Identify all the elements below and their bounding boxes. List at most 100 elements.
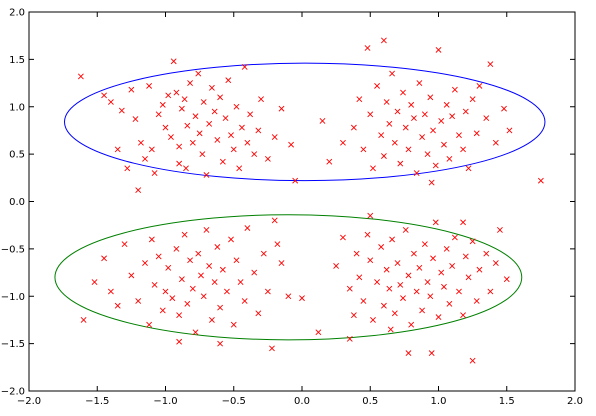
data-point xyxy=(501,105,507,112)
y-tick-label: −0.5 xyxy=(1,244,25,255)
data-point xyxy=(251,269,258,276)
data-point xyxy=(346,335,353,342)
data-point xyxy=(198,272,204,279)
data-point xyxy=(446,155,453,162)
data-point xyxy=(128,86,135,93)
data-point xyxy=(383,99,390,105)
data-point xyxy=(364,231,371,238)
data-point xyxy=(278,260,285,267)
data-point xyxy=(169,295,176,302)
data-point xyxy=(206,263,213,269)
data-point xyxy=(428,350,435,357)
data-point xyxy=(208,317,215,323)
data-point xyxy=(214,244,221,250)
data-point xyxy=(340,234,346,241)
data-point xyxy=(192,113,199,120)
data-point xyxy=(241,298,248,304)
y-tick-label: −1.5 xyxy=(1,339,25,350)
data-point xyxy=(148,236,155,243)
data-point xyxy=(380,37,387,44)
data-point xyxy=(378,132,385,139)
data-point xyxy=(476,82,483,89)
data-point xyxy=(181,231,188,238)
data-point xyxy=(274,241,281,248)
y-tick-label: 0.0 xyxy=(9,197,25,208)
data-point xyxy=(203,227,210,233)
data-point xyxy=(387,326,394,333)
data-point xyxy=(416,80,423,86)
data-point xyxy=(473,130,480,137)
data-point xyxy=(271,134,278,140)
data-point xyxy=(159,101,166,108)
data-point xyxy=(128,272,135,279)
data-point xyxy=(206,120,213,127)
data-point xyxy=(350,312,357,319)
data-point xyxy=(255,127,262,134)
data-point xyxy=(492,260,499,267)
data-point xyxy=(146,82,153,89)
data-point xyxy=(419,134,426,140)
data-point xyxy=(441,283,447,290)
data-point xyxy=(319,118,326,124)
data-point xyxy=(91,279,98,285)
data-point xyxy=(168,134,174,140)
data-point xyxy=(184,122,191,129)
data-point xyxy=(421,111,428,118)
data-point xyxy=(181,96,188,103)
data-point xyxy=(288,141,294,148)
data-point xyxy=(200,99,207,105)
data-point xyxy=(228,236,234,243)
data-point xyxy=(187,80,193,86)
data-point xyxy=(360,146,367,153)
ticks-layer: −2.0 −1.5 −1.0 −0.5 0.0 0.5 1.0 1.5 2.0 2.0 1.5 1.0… xyxy=(1,8,583,408)
y-tick-label: 1.0 xyxy=(9,102,25,113)
data-point xyxy=(233,103,240,110)
data-point xyxy=(449,263,456,269)
data-point xyxy=(462,253,469,260)
data-point xyxy=(80,317,87,323)
data-point xyxy=(114,302,121,309)
data-point xyxy=(413,170,420,176)
data-point xyxy=(228,132,234,139)
data-point xyxy=(230,146,237,153)
data-point xyxy=(217,94,224,101)
data-point xyxy=(162,288,169,295)
data-point xyxy=(346,285,353,292)
data-point xyxy=(408,321,415,328)
data-point xyxy=(497,227,503,233)
y-tick-label: 2.0 xyxy=(9,8,25,19)
data-point xyxy=(142,155,148,162)
data-point xyxy=(260,250,267,257)
y-tick-label: −2.0 xyxy=(1,387,25,398)
data-point xyxy=(456,288,462,295)
data-point xyxy=(151,170,158,176)
data-point xyxy=(173,89,180,96)
data-point xyxy=(299,295,305,302)
x-tick-label: −2.0 xyxy=(17,396,41,407)
data-point xyxy=(241,64,248,70)
data-point xyxy=(435,314,442,321)
data-point xyxy=(400,89,406,96)
data-point xyxy=(203,172,210,178)
data-point xyxy=(380,302,387,309)
data-point xyxy=(211,108,218,115)
data-point xyxy=(374,82,380,89)
data-point xyxy=(178,276,185,283)
data-point xyxy=(446,300,453,307)
data-point xyxy=(315,329,322,336)
ellipses-layer xyxy=(54,62,546,341)
data-point xyxy=(233,257,240,264)
data-point xyxy=(285,293,292,300)
data-point xyxy=(211,279,218,285)
data-point xyxy=(176,312,183,319)
data-point xyxy=(155,253,162,260)
data-point xyxy=(214,136,221,143)
data-point xyxy=(350,124,357,131)
points-layer xyxy=(77,37,544,364)
data-point xyxy=(244,139,251,146)
data-point xyxy=(419,307,426,314)
data-point xyxy=(135,298,142,304)
data-point xyxy=(165,264,172,271)
data-point xyxy=(432,162,439,169)
data-point xyxy=(492,139,499,146)
